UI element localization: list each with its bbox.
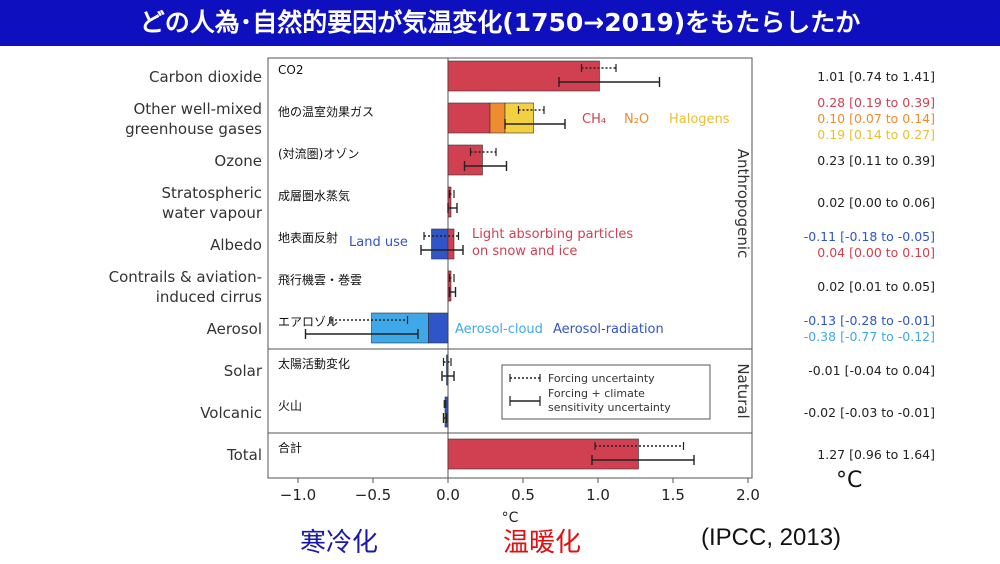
value-label: 0.19 [0.14 to 0.27] <box>817 127 935 142</box>
bar-annotation: Halogens <box>669 112 730 127</box>
source-caption: (IPCC, 2013) <box>701 524 842 551</box>
value-label: -0.38 [-0.77 to -0.12] <box>804 329 935 344</box>
bar-segment <box>447 102 491 134</box>
value-label: 0.10 [0.07 to 0.14] <box>817 111 935 126</box>
category-label: Albedo <box>210 236 262 254</box>
value-label: -0.02 [-0.03 to -0.01] <box>804 405 935 420</box>
warming-caption: 温暖化 <box>503 528 582 558</box>
bar-segment <box>431 228 449 260</box>
category-label-jp: (対流圏)オゾン <box>278 147 359 161</box>
title-bar <box>0 0 1000 46</box>
category-label: water vapour <box>162 204 263 222</box>
bar-segment <box>447 228 455 260</box>
x-tick-label: 1.0 <box>586 486 610 504</box>
x-tick-label: 1.5 <box>661 486 685 504</box>
x-axis-label: °C <box>502 510 519 526</box>
right-unit-label: °C <box>836 468 863 493</box>
x-tick-label: −0.5 <box>355 486 391 504</box>
x-tick-label: 0.0 <box>436 486 460 504</box>
bar-segment <box>504 102 534 134</box>
category-label: Solar <box>224 362 263 380</box>
x-tick-label: 0.5 <box>511 486 535 504</box>
category-label: Total <box>226 446 262 464</box>
category-label-jp: 飛行機雲・巻雲 <box>278 272 362 287</box>
category-label-jp: 火山 <box>278 399 302 413</box>
bar-segment <box>447 270 452 302</box>
value-label: 0.04 [0.00 to 0.10] <box>817 245 935 260</box>
bar-annotation: on snow and ice <box>472 244 577 259</box>
category-label: induced cirrus <box>156 288 262 306</box>
value-label: 0.23 [0.11 to 0.39] <box>817 153 935 168</box>
category-label-jp: CO2 <box>278 63 303 77</box>
legend-label: Forcing + climate <box>548 387 645 400</box>
category-label: greenhouse gases <box>125 120 262 138</box>
category-label-jp: 他の温室効果ガス <box>278 104 374 119</box>
bar-annotation: Aerosol-radiation <box>553 322 664 337</box>
group-label-anthropogenic: Anthropogenic <box>734 149 752 259</box>
category-label-jp: 成層圏水蒸気 <box>278 188 350 203</box>
bar-segment <box>428 312 449 344</box>
category-label-jp: 地表面反射 <box>278 230 338 245</box>
value-label: -0.01 [-0.04 to 0.04] <box>808 363 935 378</box>
category-label: Volcanic <box>200 404 262 422</box>
bar-segment <box>446 354 449 386</box>
x-tick-label: −1.0 <box>280 486 316 504</box>
value-label: -0.13 [-0.28 to -0.01] <box>804 313 935 328</box>
bar-annotation: CH₄ <box>582 112 606 127</box>
bar-annotation: Aerosol-cloud <box>455 322 543 337</box>
category-label: Stratospheric <box>162 184 262 202</box>
category-label: Carbon dioxide <box>149 68 262 86</box>
bar-annotation: N₂O <box>624 112 649 127</box>
category-label-jp: 合計 <box>278 440 302 455</box>
bar-segment <box>447 60 600 92</box>
category-label-jp: 太陽活動変化 <box>278 356 350 371</box>
legend-label: Forcing uncertainty <box>548 372 655 385</box>
group-label-natural: Natural <box>734 363 752 418</box>
value-label: 0.02 [0.00 to 0.06] <box>817 195 935 210</box>
bar-segment <box>489 102 506 134</box>
legend-label: sensitivity uncertainty <box>548 401 671 414</box>
category-label: Contrails & aviation- <box>109 268 262 286</box>
bar-annotation: Land use <box>349 235 408 250</box>
value-label: 1.27 [0.96 to 1.64] <box>817 447 935 462</box>
bar-segment <box>444 396 449 428</box>
page-title: どの人為･自然的要因が気温変化(1750→2019)をもたらしたか <box>139 8 861 37</box>
category-label: Aerosol <box>207 320 262 338</box>
legend-box <box>501 364 711 420</box>
cooling-caption: 寒冷化 <box>300 528 379 558</box>
bar-segment <box>371 312 429 344</box>
bar-segment <box>447 438 639 470</box>
category-label: Other well-mixed <box>133 100 262 118</box>
x-tick-label: 2.0 <box>736 486 760 504</box>
value-label: -0.11 [-0.18 to -0.05] <box>804 229 935 244</box>
bar-annotation: Light absorbing particles <box>472 227 633 242</box>
category-label-jp: エアロゾル <box>278 315 338 329</box>
category-label: Ozone <box>214 152 262 170</box>
value-label: 0.28 [0.19 to 0.39] <box>817 95 935 110</box>
value-label: 1.01 [0.74 to 1.41] <box>817 69 935 84</box>
bar-segment <box>447 186 452 218</box>
value-label: 0.02 [0.01 to 0.05] <box>817 279 935 294</box>
bar-segment <box>447 144 483 176</box>
